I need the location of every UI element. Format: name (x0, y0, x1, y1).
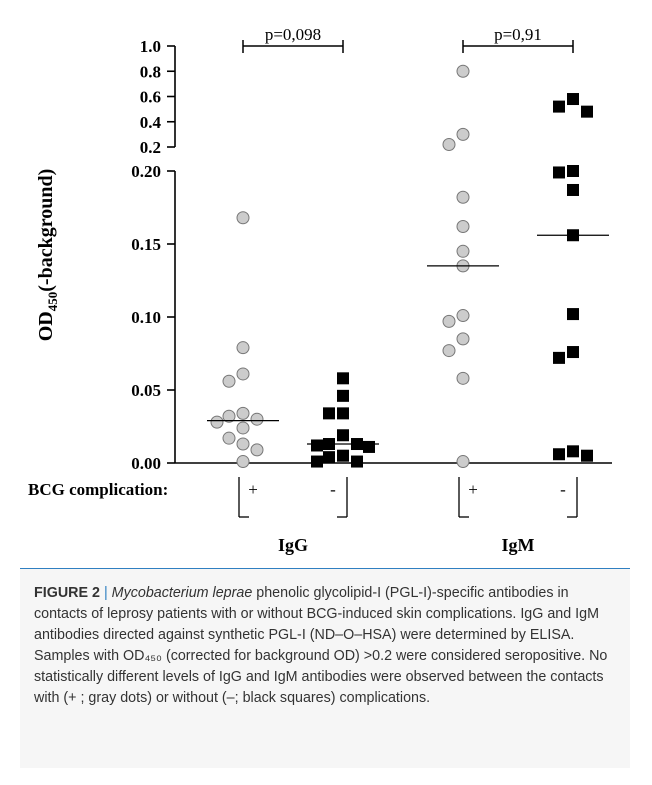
data-point (323, 407, 335, 420)
data-point (222, 409, 236, 423)
complication-sign: - (330, 480, 336, 499)
data-point (567, 346, 579, 359)
data-point (553, 100, 565, 113)
group-label-igg: IgG (278, 535, 308, 555)
data-point (567, 165, 579, 177)
caption-species: Mycobacterium leprae (111, 585, 253, 601)
data-point (581, 105, 593, 118)
data-point (581, 449, 593, 462)
data-point (222, 374, 236, 388)
significance-brackets: p=0,098 p=0,91 (242, 25, 574, 53)
y-tick-label: 0.05 (131, 381, 161, 400)
data-point (553, 166, 565, 179)
group-label-igm: IgM (502, 535, 535, 555)
caption-separator: | (103, 585, 108, 601)
data-point (553, 351, 565, 364)
data-point (567, 308, 579, 321)
data-point (456, 127, 470, 141)
data-point (456, 455, 470, 469)
data-point (456, 219, 470, 233)
data-point (323, 451, 335, 464)
y-axis: 0.00 0.05 0.10 0.15 0.20 0.2 0.4 0.6 0.8 1.0 (131, 37, 612, 473)
data-point (337, 429, 349, 442)
data-point (567, 445, 579, 458)
data-point (456, 244, 470, 258)
data-point (337, 389, 349, 402)
data-point (250, 412, 264, 426)
p-value-label: p=0,91 (494, 25, 542, 44)
data-point (442, 137, 456, 151)
y-tick-label: 0.00 (131, 454, 161, 473)
figure-label: FIGURE 2 (34, 585, 100, 601)
data-points (210, 64, 593, 469)
data-point (236, 437, 250, 451)
data-point (553, 448, 565, 461)
data-point (337, 407, 349, 420)
data-point (250, 443, 264, 457)
data-point (236, 211, 250, 225)
y-tick-label: 0.6 (140, 88, 161, 107)
figure-caption: FIGURE 2 | Mycobacterium leprae phenolic g… (20, 568, 630, 768)
y-tick-label: 0.20 (131, 162, 161, 181)
y-tick-label: 0.8 (140, 62, 161, 81)
data-point (456, 309, 470, 323)
data-point (236, 406, 250, 420)
p-value-label: p=0,098 (265, 25, 321, 44)
data-point (456, 190, 470, 204)
data-point (442, 344, 456, 358)
median-lines (207, 234, 609, 445)
data-point (236, 341, 250, 355)
data-point (456, 332, 470, 346)
data-point (222, 431, 236, 445)
bcg-complication-label: BCG complication: (28, 480, 168, 499)
complication-sign: - (560, 480, 566, 499)
data-point (337, 449, 349, 462)
data-point (456, 371, 470, 385)
data-point (236, 367, 250, 381)
data-point (567, 93, 579, 106)
y-tick-label: 1.0 (140, 37, 161, 56)
y-axis-title: OD450(-background) (35, 169, 60, 342)
data-point (442, 314, 456, 328)
y-tick-label: 0.10 (131, 308, 161, 327)
scatter-chart: 0.00 0.05 0.10 0.15 0.20 0.2 0.4 0.6 0.8 1.0 p=0,… (28, 25, 612, 555)
data-point (351, 455, 363, 468)
group-labels: IgG + - IgM + - (238, 477, 578, 555)
complication-sign: + (248, 480, 258, 499)
data-point (337, 372, 349, 385)
data-point (567, 183, 579, 196)
data-point (363, 440, 375, 453)
caption-text: phenolic glycolipid-I (PGL-I)-specific a… (34, 585, 608, 706)
data-point (311, 439, 323, 452)
data-point (311, 455, 323, 468)
y-tick-label: 0.15 (131, 235, 161, 254)
complication-sign: + (468, 480, 478, 499)
data-point (236, 455, 250, 469)
data-point (456, 64, 470, 78)
data-point (210, 415, 224, 429)
data-point (236, 421, 250, 435)
y-tick-label: 0.2 (140, 138, 161, 157)
y-tick-label: 0.4 (140, 113, 162, 132)
